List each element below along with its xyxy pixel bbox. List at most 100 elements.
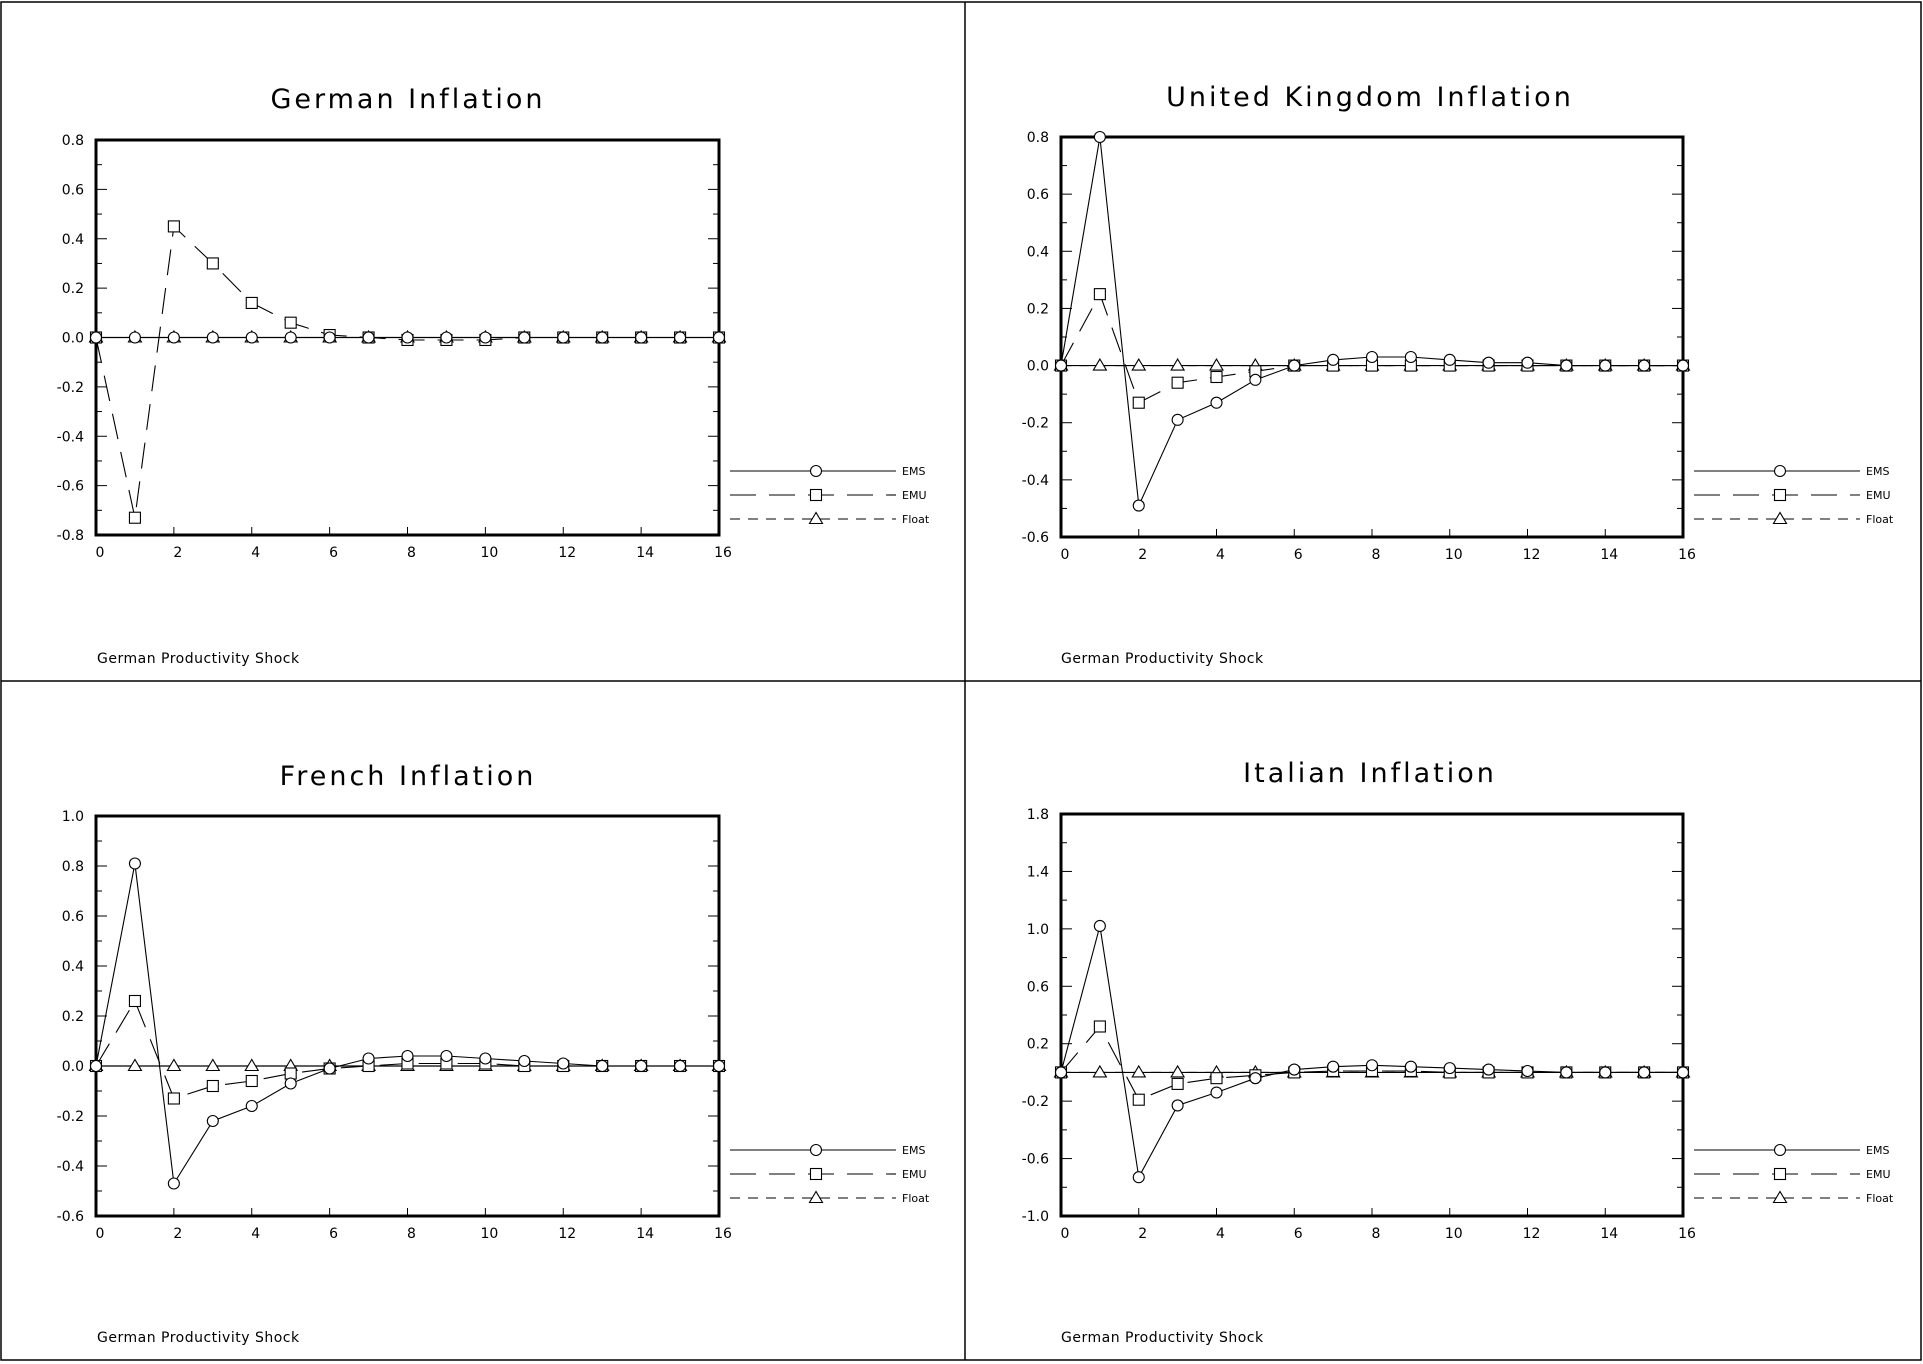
plot-frame bbox=[1059, 135, 1685, 539]
data-point-emu bbox=[128, 511, 141, 524]
y-tick-label: -0.4 bbox=[1022, 473, 1049, 489]
data-point-float bbox=[127, 1058, 143, 1072]
data-point-ems bbox=[1249, 1072, 1262, 1085]
chart-title: German Inflation bbox=[270, 84, 545, 115]
y-tick-label: 0.2 bbox=[62, 1009, 84, 1025]
data-point-ems bbox=[206, 331, 219, 344]
y-tick-label: 0.6 bbox=[1027, 979, 1049, 995]
data-point-ems bbox=[518, 1054, 531, 1068]
data-point-float bbox=[1092, 1064, 1108, 1078]
data-point-ems bbox=[518, 331, 531, 344]
y-tick-label: 0.0 bbox=[62, 331, 84, 347]
y-tick-label: -0.8 bbox=[57, 528, 84, 544]
data-point-emu bbox=[1132, 396, 1145, 409]
data-point-emu bbox=[284, 316, 297, 329]
legend-marker-ems bbox=[809, 1143, 823, 1157]
data-point-emu bbox=[1093, 1020, 1106, 1033]
data-point-emu bbox=[1210, 370, 1223, 384]
data-point-float bbox=[1131, 1064, 1147, 1078]
data-point-ems bbox=[1171, 1099, 1184, 1112]
data-point-ems bbox=[284, 1077, 297, 1090]
y-tick-label: -0.4 bbox=[57, 429, 84, 445]
chart-panel-4: Italian Inflation 1.8 1.4 1.0 0.6 0.2 -0.2 -0.6… bbox=[1022, 758, 1894, 1346]
data-point-ems bbox=[712, 331, 726, 344]
legend-marker-ems bbox=[809, 464, 823, 478]
data-point-ems bbox=[362, 1052, 375, 1065]
x-tick-label: 16 bbox=[1678, 1226, 1696, 1242]
data-point-ems bbox=[1132, 1171, 1145, 1184]
legend-label-float: Float bbox=[1866, 513, 1894, 526]
data-point-float bbox=[205, 1058, 221, 1072]
data-point-emu bbox=[1171, 376, 1184, 389]
x-tick-label: 0 bbox=[1061, 1226, 1070, 1242]
data-point-ems bbox=[440, 1049, 453, 1063]
legend-label-emu: EMU bbox=[1866, 1168, 1891, 1181]
series-line-ems bbox=[1060, 925, 1683, 1179]
plot-frame bbox=[94, 814, 721, 1218]
data-point-ems bbox=[440, 331, 453, 344]
x-tick-label: 12 bbox=[558, 545, 576, 561]
data-point-ems bbox=[596, 1059, 609, 1073]
data-point-ems bbox=[1560, 359, 1573, 372]
legend-label-float: Float bbox=[1866, 1192, 1894, 1205]
y-tick-label: -0.4 bbox=[57, 1159, 84, 1175]
chart-footnote: German Productivity Shock bbox=[1061, 1330, 1264, 1346]
data-point-ems bbox=[1327, 353, 1340, 366]
data-point-ems bbox=[1404, 350, 1417, 364]
x-tick-label: 14 bbox=[636, 545, 654, 561]
x-tick-label: 8 bbox=[1372, 547, 1381, 563]
data-point-float bbox=[1170, 357, 1186, 371]
x-tick-label: 2 bbox=[1138, 547, 1147, 563]
x-tick-label: 2 bbox=[173, 1226, 182, 1242]
y-tick-label: -0.2 bbox=[57, 380, 84, 396]
data-point-float bbox=[1170, 1064, 1186, 1078]
y-tick-label: 1.8 bbox=[1027, 807, 1049, 823]
y-tick-label: 0.6 bbox=[62, 182, 84, 198]
data-point-ems bbox=[167, 1177, 180, 1190]
data-point-ems bbox=[557, 331, 570, 344]
chart-footnote: German Productivity Shock bbox=[97, 1330, 300, 1346]
data-point-ems bbox=[323, 331, 336, 344]
y-tick-label: 0.8 bbox=[62, 133, 84, 149]
data-point-emu bbox=[1210, 1072, 1223, 1085]
data-point-ems bbox=[1599, 1066, 1612, 1079]
chart-title: French Inflation bbox=[280, 761, 537, 792]
data-point-ems bbox=[1482, 356, 1495, 369]
data-point-ems bbox=[89, 1059, 103, 1073]
y-tick-label: 1.4 bbox=[1027, 864, 1049, 880]
y-tick-label: -0.2 bbox=[1022, 416, 1049, 432]
y-tick-label: 0.0 bbox=[62, 1059, 84, 1075]
legend-label-float: Float bbox=[902, 513, 930, 526]
data-point-ems bbox=[245, 331, 258, 344]
plot-frame bbox=[1059, 812, 1685, 1218]
y-tick-label: 0.6 bbox=[62, 909, 84, 925]
data-point-ems bbox=[1132, 499, 1145, 512]
legend-label-ems: EMS bbox=[902, 1144, 925, 1157]
series-line-emu bbox=[1060, 292, 1683, 404]
data-point-float bbox=[1092, 357, 1108, 371]
data-point-ems bbox=[1365, 1059, 1379, 1072]
y-tick-label: -0.6 bbox=[1022, 1152, 1049, 1168]
data-point-ems bbox=[89, 331, 103, 344]
legend-label-ems: EMS bbox=[1866, 465, 1889, 478]
data-point-ems bbox=[1288, 359, 1301, 372]
x-tick-label: 16 bbox=[714, 545, 732, 561]
data-point-float bbox=[244, 1058, 260, 1072]
x-tick-label: 8 bbox=[407, 545, 416, 561]
series-line-ems bbox=[95, 863, 719, 1186]
data-point-ems bbox=[1521, 1064, 1534, 1078]
x-tick-label: 16 bbox=[714, 1226, 732, 1242]
x-tick-label: 0 bbox=[1061, 547, 1070, 563]
data-point-ems bbox=[557, 1057, 570, 1070]
data-point-ems bbox=[1676, 1066, 1690, 1079]
legend-label-ems: EMS bbox=[902, 465, 925, 478]
y-tick-label: 0.4 bbox=[62, 232, 84, 248]
x-tick-label: 12 bbox=[1523, 1226, 1541, 1242]
legend-marker-float bbox=[808, 1190, 824, 1204]
data-point-emu bbox=[1093, 288, 1106, 301]
data-point-ems bbox=[1443, 1062, 1456, 1075]
series-line-emu bbox=[95, 225, 719, 518]
y-tick-label: 0.6 bbox=[1027, 187, 1049, 203]
data-point-ems bbox=[596, 331, 609, 344]
